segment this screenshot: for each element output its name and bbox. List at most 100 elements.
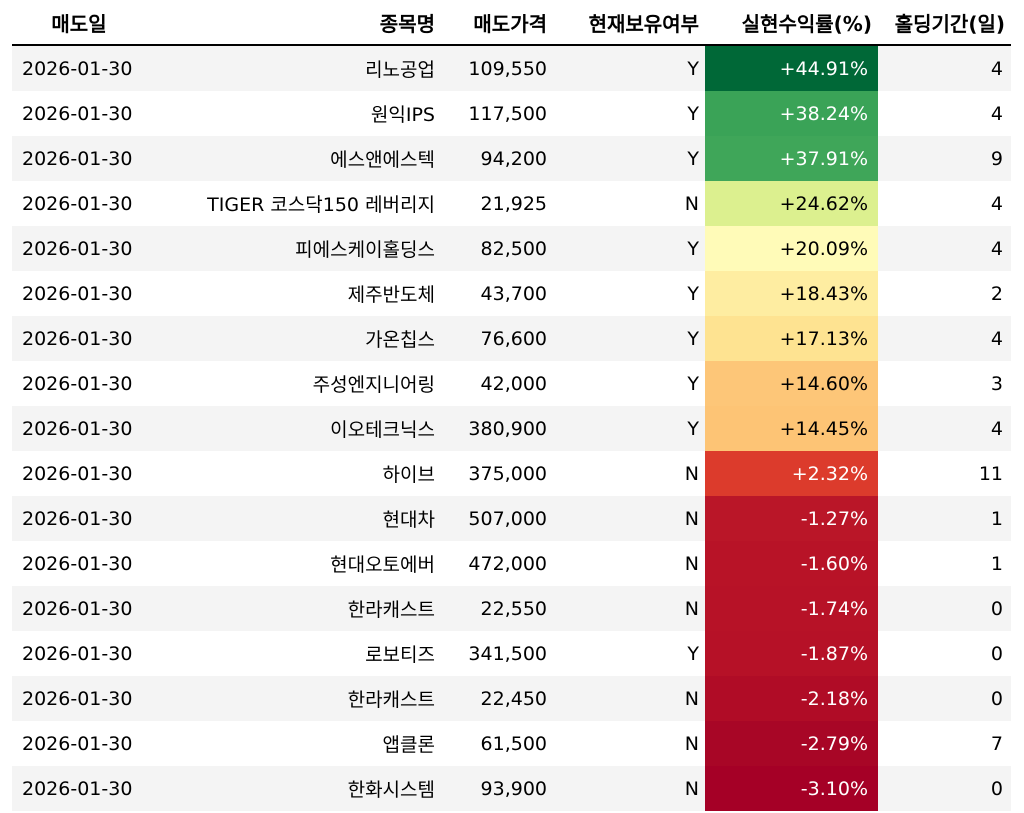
- cell-sell-price: 22,450: [441, 676, 553, 721]
- table-row: 2026-01-30 로보티즈 341,500 Y -1.87% 0: [12, 631, 1011, 676]
- cell-currently-held: N: [553, 676, 705, 721]
- cell-holding-days: 7: [878, 721, 1011, 766]
- cell-sell-price: 43,700: [441, 271, 553, 316]
- cell-sell-price: 21,925: [441, 181, 553, 226]
- cell-realized-return-heat: +18.43%: [705, 271, 878, 316]
- cell-stock-name: 리노공업: [146, 45, 441, 91]
- cell-sell-date: 2026-01-30: [12, 271, 146, 316]
- cell-sell-date: 2026-01-30: [12, 181, 146, 226]
- cell-currently-held: N: [553, 451, 705, 496]
- cell-sell-date: 2026-01-30: [12, 406, 146, 451]
- cell-sell-date: 2026-01-30: [12, 586, 146, 631]
- cell-currently-held: N: [553, 766, 705, 811]
- header-realized-return: 실현수익률(%): [705, 0, 878, 46]
- cell-holding-days: 0: [878, 766, 1011, 811]
- cell-realized-return-heat: -2.79%: [705, 721, 878, 766]
- header-holding-days: 홀딩기간(일): [878, 0, 1011, 46]
- table-row: 2026-01-30 한라캐스트 22,550 N -1.74% 0: [12, 586, 1011, 631]
- cell-currently-held: Y: [553, 45, 705, 91]
- header-sell-price: 매도가격: [441, 0, 553, 46]
- cell-realized-return-heat: +14.45%: [705, 406, 878, 451]
- cell-sell-date: 2026-01-30: [12, 91, 146, 136]
- table-row: 2026-01-30 앱클론 61,500 N -2.79% 7: [12, 721, 1011, 766]
- cell-realized-return-heat: -3.10%: [705, 766, 878, 811]
- cell-sell-date: 2026-01-30: [12, 766, 146, 811]
- header-row: 매도일 종목명 매도가격 현재보유여부 실현수익률(%) 홀딩기간(일): [12, 0, 1011, 46]
- cell-sell-price: 94,200: [441, 136, 553, 181]
- cell-realized-return-heat: -1.60%: [705, 541, 878, 586]
- cell-stock-name: 한라캐스트: [146, 676, 441, 721]
- table-row: 2026-01-30 주성엔지니어링 42,000 Y +14.60% 3: [12, 361, 1011, 406]
- cell-sell-date: 2026-01-30: [12, 361, 146, 406]
- cell-sell-date: 2026-01-30: [12, 541, 146, 586]
- table-row: 2026-01-30 제주반도체 43,700 Y +18.43% 2: [12, 271, 1011, 316]
- cell-stock-name: 현대차: [146, 496, 441, 541]
- cell-sell-date: 2026-01-30: [12, 451, 146, 496]
- cell-sell-price: 93,900: [441, 766, 553, 811]
- cell-holding-days: 0: [878, 631, 1011, 676]
- cell-holding-days: 4: [878, 316, 1011, 361]
- cell-holding-days: 4: [878, 226, 1011, 271]
- trade-results-table: 매도일 종목명 매도가격 현재보유여부 실현수익률(%) 홀딩기간(일) 202…: [12, 0, 1011, 811]
- cell-currently-held: N: [553, 541, 705, 586]
- cell-realized-return-heat: -2.18%: [705, 676, 878, 721]
- cell-currently-held: N: [553, 721, 705, 766]
- cell-sell-price: 117,500: [441, 91, 553, 136]
- header-sell-date: 매도일: [12, 0, 146, 46]
- cell-holding-days: 4: [878, 181, 1011, 226]
- cell-realized-return-heat: +37.91%: [705, 136, 878, 181]
- cell-sell-price: 22,550: [441, 586, 553, 631]
- cell-sell-date: 2026-01-30: [12, 496, 146, 541]
- table-row: 2026-01-30 원익IPS 117,500 Y +38.24% 4: [12, 91, 1011, 136]
- cell-holding-days: 0: [878, 676, 1011, 721]
- cell-currently-held: Y: [553, 271, 705, 316]
- cell-sell-price: 380,900: [441, 406, 553, 451]
- table-row: 2026-01-30 가온칩스 76,600 Y +17.13% 4: [12, 316, 1011, 361]
- table-row: 2026-01-30 리노공업 109,550 Y +44.91% 4: [12, 45, 1011, 91]
- table-body: 2026-01-30 리노공업 109,550 Y +44.91% 4 2026-01-30…: [12, 45, 1011, 811]
- cell-holding-days: 1: [878, 541, 1011, 586]
- cell-holding-days: 1: [878, 496, 1011, 541]
- cell-holding-days: 4: [878, 406, 1011, 451]
- cell-realized-return-heat: +24.62%: [705, 181, 878, 226]
- cell-holding-days: 2: [878, 271, 1011, 316]
- cell-sell-date: 2026-01-30: [12, 721, 146, 766]
- cell-currently-held: Y: [553, 361, 705, 406]
- table-row: 2026-01-30 현대오토에버 472,000 N -1.60% 1: [12, 541, 1011, 586]
- cell-sell-price: 42,000: [441, 361, 553, 406]
- cell-stock-name: 이오테크닉스: [146, 406, 441, 451]
- cell-stock-name: 피에스케이홀딩스: [146, 226, 441, 271]
- cell-stock-name: 가온칩스: [146, 316, 441, 361]
- cell-currently-held: Y: [553, 631, 705, 676]
- table-row: 2026-01-30 TIGER 코스닥150 레버리지 21,925 N +24.62…: [12, 181, 1011, 226]
- cell-currently-held: N: [553, 586, 705, 631]
- cell-currently-held: N: [553, 496, 705, 541]
- cell-sell-price: 109,550: [441, 45, 553, 91]
- cell-currently-held: Y: [553, 91, 705, 136]
- cell-stock-name: 앱클론: [146, 721, 441, 766]
- table-row: 2026-01-30 피에스케이홀딩스 82,500 Y +20.09% 4: [12, 226, 1011, 271]
- cell-realized-return-heat: +38.24%: [705, 91, 878, 136]
- cell-holding-days: 4: [878, 45, 1011, 91]
- cell-stock-name: 제주반도체: [146, 271, 441, 316]
- cell-sell-date: 2026-01-30: [12, 45, 146, 91]
- cell-stock-name: 현대오토에버: [146, 541, 441, 586]
- cell-stock-name: 로보티즈: [146, 631, 441, 676]
- cell-sell-price: 341,500: [441, 631, 553, 676]
- cell-realized-return-heat: +14.60%: [705, 361, 878, 406]
- cell-holding-days: 4: [878, 91, 1011, 136]
- cell-sell-price: 375,000: [441, 451, 553, 496]
- cell-stock-name: 에스앤에스텍: [146, 136, 441, 181]
- cell-currently-held: Y: [553, 316, 705, 361]
- cell-stock-name: 원익IPS: [146, 91, 441, 136]
- cell-sell-price: 82,500: [441, 226, 553, 271]
- header-currently-held: 현재보유여부: [553, 0, 705, 46]
- trade-results-table-wrap: 매도일 종목명 매도가격 현재보유여부 실현수익률(%) 홀딩기간(일) 202…: [12, 0, 1011, 811]
- cell-currently-held: Y: [553, 226, 705, 271]
- table-row: 2026-01-30 한화시스템 93,900 N -3.10% 0: [12, 766, 1011, 811]
- cell-sell-price: 472,000: [441, 541, 553, 586]
- cell-sell-price: 507,000: [441, 496, 553, 541]
- cell-stock-name: TIGER 코스닥150 레버리지: [146, 181, 441, 226]
- cell-realized-return-heat: -1.27%: [705, 496, 878, 541]
- cell-realized-return-heat: +20.09%: [705, 226, 878, 271]
